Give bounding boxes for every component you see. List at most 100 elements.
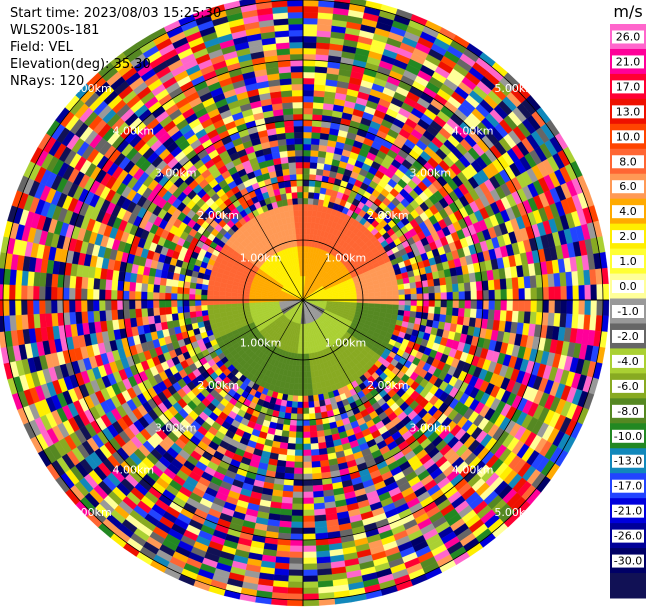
- velocity-gate: [292, 497, 304, 505]
- velocity-gate: [93, 310, 101, 323]
- velocity-gate: [287, 587, 304, 595]
- velocity-gate: [311, 126, 322, 134]
- velocity-gate: [80, 299, 88, 312]
- velocity-gate: [356, 293, 364, 298]
- velocity-gate: [434, 292, 442, 301]
- velocity-gate: [312, 394, 320, 402]
- velocity-gate: [314, 514, 327, 522]
- velocity-gate: [316, 162, 325, 170]
- velocity-gate: [38, 299, 46, 314]
- velocity-gate: [542, 286, 550, 301]
- velocity-gate: [153, 314, 161, 324]
- velocity-gate: [224, 303, 232, 309]
- velocity-gate: [385, 285, 393, 292]
- velocity-gate: [542, 299, 550, 314]
- velocity-gate: [312, 490, 324, 498]
- velocity-gate: [386, 299, 394, 305]
- velocity-gate: [590, 299, 598, 316]
- velocity-gate: [293, 479, 304, 487]
- velocity-gate: [302, 239, 307, 247]
- velocity-gate: [469, 281, 477, 292]
- velocity-gate: [287, 581, 304, 589]
- velocity-gate: [380, 303, 388, 309]
- velocity-gate: [386, 295, 394, 301]
- velocity-gate: [445, 276, 453, 286]
- velocity-gate: [482, 299, 490, 310]
- velocity-gate: [314, 186, 321, 194]
- velocity-gate: [153, 276, 161, 286]
- velocity-gate: [294, 443, 304, 451]
- velocity-gate: [38, 286, 46, 301]
- velocity-gate: [302, 557, 317, 565]
- velocity-gate: [553, 313, 561, 328]
- velocity-gate: [464, 299, 472, 309]
- velocity-gate: [308, 407, 316, 414]
- velocity-gate: [146, 291, 154, 301]
- velocity-gate: [302, 533, 316, 541]
- velocity-gate: [374, 299, 382, 305]
- velocity-gate: [310, 144, 320, 151]
- velocity-gate: [302, 521, 316, 529]
- velocity-gate: [524, 287, 532, 301]
- velocity-gate: [32, 299, 40, 315]
- velocity-gate: [422, 293, 430, 301]
- velocity-gate: [470, 299, 478, 310]
- velocity-gate: [302, 593, 319, 601]
- velocity-gate: [302, 167, 311, 175]
- velocity-gate: [218, 299, 226, 305]
- velocity-gate: [32, 285, 40, 301]
- velocity-gate: [92, 288, 100, 301]
- velocity-gate: [182, 293, 190, 301]
- velocity-gate: [86, 288, 94, 301]
- velocity-gate: [313, 502, 326, 510]
- velocity-gate: [428, 292, 436, 301]
- velocity-gate: [194, 305, 202, 312]
- velocity-gate: [287, 443, 296, 450]
- velocity-gate: [307, 197, 314, 205]
- velocity-gate: [457, 308, 465, 318]
- velocity-gate: [140, 299, 148, 309]
- velocity-gate: [290, 527, 304, 535]
- velocity-gate: [302, 221, 308, 229]
- velocity-gate: [147, 315, 155, 325]
- velocity-gate: [302, 569, 318, 577]
- velocity-gate: [189, 282, 197, 289]
- velocity-gate: [110, 289, 118, 301]
- velocity-gate: [292, 395, 299, 403]
- velocity-gate: [293, 383, 299, 391]
- velocity-gate: [128, 299, 136, 310]
- velocity-gate: [517, 276, 525, 289]
- velocity-gate: [302, 545, 317, 553]
- velocity-gate: [141, 282, 149, 292]
- velocity-gate: [147, 307, 154, 317]
- velocity-gate: [506, 288, 514, 301]
- velocity-gate: [302, 65, 316, 73]
- velocity-gate: [311, 132, 321, 140]
- velocity-gate: [302, 359, 307, 367]
- velocity-gate: [176, 293, 184, 301]
- velocity-gate: [302, 413, 310, 421]
- velocity-gate: [312, 484, 324, 492]
- velocity-gate: [310, 156, 319, 163]
- velocity-gate: [110, 299, 118, 311]
- velocity-gate: [242, 302, 250, 307]
- velocity-gate: [312, 108, 324, 116]
- velocity-gate: [45, 313, 53, 328]
- velocity-gate: [500, 299, 508, 311]
- velocity-gate: [314, 520, 327, 528]
- velocity-gate: [313, 508, 326, 516]
- velocity-gate: [410, 299, 418, 307]
- velocity-gate: [302, 35, 317, 43]
- velocity-gate: [297, 401, 304, 409]
- velocity-gate: [164, 299, 172, 308]
- velocity-gate: [302, 137, 312, 145]
- velocity-gate: [602, 283, 610, 301]
- velocity-gate: [291, 515, 304, 523]
- velocity-gate: [312, 388, 319, 396]
- velocity-gate: [310, 150, 319, 157]
- velocity-gate: [98, 299, 106, 311]
- velocity-gate: [99, 310, 107, 322]
- velocity-gate: [230, 303, 238, 308]
- velocity-gate: [81, 276, 89, 289]
- velocity-gate: [434, 299, 442, 308]
